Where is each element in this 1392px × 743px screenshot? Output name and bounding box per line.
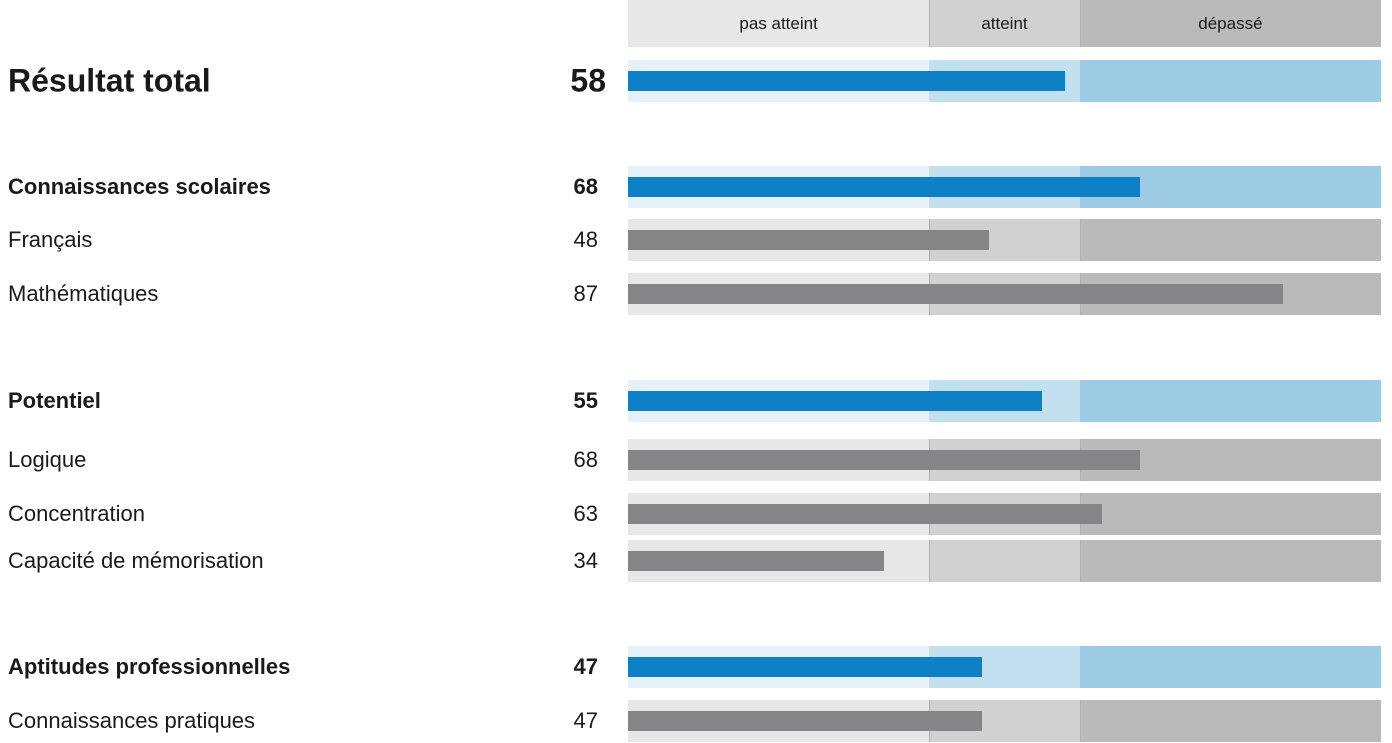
row-9-value: 47 [573,708,598,733]
row-7-divider-0 [929,540,930,582]
row-3-label: Mathématiques [8,281,159,306]
row-2-value: 48 [573,227,598,252]
header-zone-2: dépassé [1079,0,1381,47]
row-4-bar [628,391,1043,411]
row-7-divider-1 [1080,540,1081,582]
row-9-track-zone-2 [1079,700,1381,742]
row-1-bar [628,177,1141,197]
row-5-bar [628,450,1141,470]
header-zone-0: pas atteint [628,0,930,47]
row-6-track-zone-2 [1079,493,1381,535]
row-2-label: Français [8,227,93,252]
row-4-value: 55 [573,388,598,413]
row-2-bar [628,230,990,250]
row-0-value: 58 [570,62,606,99]
row-9-bar [628,711,982,731]
row-8-track-zone-2 [1079,646,1381,688]
row-1-label: Connaissances scolaires [8,174,271,199]
row-0-track-zone-2 [1079,60,1381,102]
row-7-track-zone-1 [929,540,1080,582]
row-8-value: 47 [573,654,598,679]
row-7-value: 34 [573,548,598,573]
row-8-bar [628,657,982,677]
row-0-label: Résultat total [8,62,211,99]
row-6-label: Concentration [8,501,145,526]
row-1-value: 68 [573,174,598,199]
row-7-label: Capacité de mémorisation [8,548,264,573]
row-7-track-zone-2 [1079,540,1381,582]
row-5-value: 68 [573,447,598,472]
row-6-bar [628,504,1103,524]
header-divider-0 [929,0,930,47]
row-6-value: 63 [573,501,598,526]
row-3-value: 87 [573,281,598,306]
row-3-bar [628,284,1284,304]
row-9-label: Connaissances pratiques [8,708,256,733]
row-4-track-zone-2 [1079,380,1381,422]
row-7-bar [628,551,885,571]
header-divider-1 [1080,0,1081,47]
row-0-bar [628,71,1065,91]
row-2-track-zone-2 [1079,219,1381,261]
row-9-divider-1 [1080,700,1081,742]
row-8-label: Aptitudes professionnelles [8,654,291,679]
row-4-label: Potentiel [8,388,101,413]
header-zone-1: atteint [929,0,1080,47]
row-5-label: Logique [8,447,87,472]
row-2-divider-1 [1080,219,1081,261]
